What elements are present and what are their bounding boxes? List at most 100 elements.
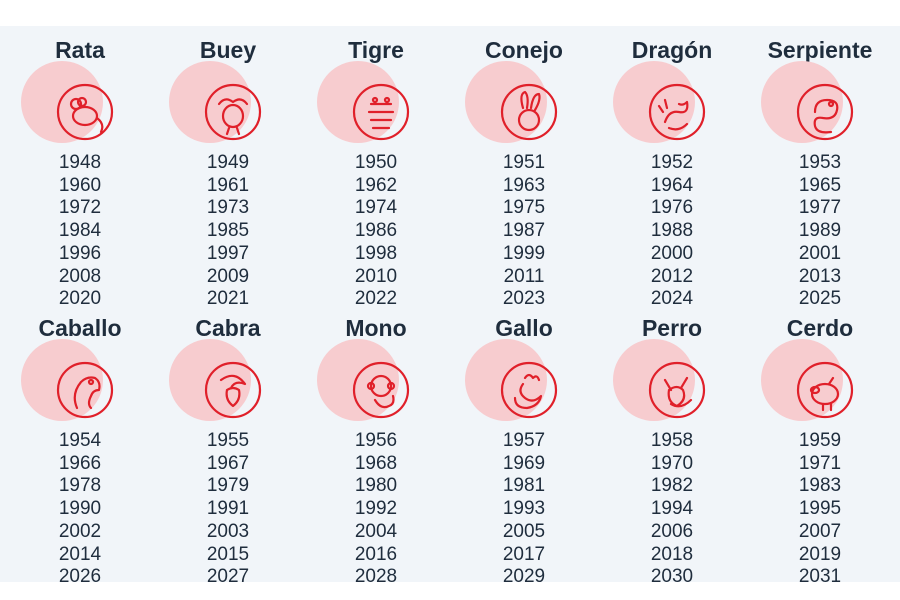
year-list: 1957 1969 1981 1993 2005 2017 2029 — [449, 430, 599, 589]
year-item: 1980 — [354, 475, 398, 497]
year-item: 1984 — [58, 220, 102, 242]
sign-name: Cerdo — [786, 315, 854, 341]
year-item: 1978 — [58, 475, 102, 497]
year-item: 1982 — [650, 475, 694, 497]
year-item: 2027 — [206, 566, 250, 588]
year-item: 1948 — [58, 152, 102, 173]
year-item: 1954 — [58, 430, 102, 451]
year-item: 2018 — [650, 543, 694, 565]
year-list: 1954 1966 1978 1990 2002 2014 2026 — [5, 430, 155, 589]
year-item: 2002 — [58, 520, 102, 542]
year-item: 1951 — [502, 152, 546, 173]
year-item: 1976 — [650, 197, 694, 219]
year-item: 2017 — [502, 543, 546, 565]
year-item: 1958 — [650, 430, 694, 451]
icon-background-circle — [613, 339, 695, 421]
zodiac-card: Mono 1956 1968 1980 1992 2004 2016 2028 — [301, 314, 451, 587]
year-item: 1949 — [206, 152, 250, 173]
year-item: 1990 — [58, 498, 102, 520]
sign-name: Conejo — [485, 37, 563, 63]
icon-background-circle — [465, 339, 547, 421]
year-item: 2028 — [354, 566, 398, 588]
year-list: 1959 1971 1983 1995 2007 2019 2031 — [745, 430, 895, 589]
year-list: 1955 1967 1979 1991 2003 2015 2027 — [153, 430, 303, 589]
year-item: 1998 — [354, 242, 398, 264]
year-item: 1985 — [206, 220, 250, 242]
ox-icon — [203, 82, 263, 142]
year-item: 1993 — [502, 498, 546, 520]
zodiac-card: Cabra 1955 1967 1979 1991 2003 2015 2027 — [153, 314, 303, 587]
year-item: 2009 — [206, 265, 250, 287]
year-item: 1973 — [206, 197, 250, 219]
monkey-icon — [351, 360, 411, 420]
zodiac-card: Tigre 1950 1962 1974 1986 1998 2010 2022 — [301, 36, 451, 309]
icon-background-circle — [761, 339, 843, 421]
icon-background-circle — [613, 61, 695, 143]
year-item: 1981 — [502, 475, 546, 497]
year-item: 1965 — [798, 174, 842, 196]
year-item: 2011 — [503, 265, 545, 287]
year-item: 1970 — [650, 452, 694, 474]
year-item: 1995 — [798, 498, 842, 520]
zodiac-panel — [0, 26, 900, 582]
sign-name: Caballo — [38, 315, 122, 341]
year-item: 1987 — [502, 220, 546, 242]
year-item: 2020 — [58, 288, 102, 310]
year-list: 1956 1968 1980 1992 2004 2016 2028 — [301, 430, 451, 589]
year-item: 1996 — [58, 242, 102, 264]
year-item: 1969 — [502, 452, 546, 474]
zodiac-card: Buey 1949 1961 1973 1985 1997 2009 2021 — [153, 36, 303, 309]
year-item: 1953 — [798, 152, 842, 173]
year-item: 1962 — [354, 174, 398, 196]
sign-name: Serpiente — [767, 37, 873, 63]
year-item: 1991 — [206, 498, 250, 520]
year-item: 2003 — [206, 520, 250, 542]
sign-name: Mono — [345, 315, 407, 341]
zodiac-card: Conejo 1951 1963 1975 1987 1999 2011 2023 — [449, 36, 599, 309]
year-list: 1950 1962 1974 1986 1998 2010 2022 — [301, 152, 451, 311]
year-item: 2008 — [58, 265, 102, 287]
year-item: 1997 — [206, 242, 250, 264]
dragon-icon — [647, 82, 707, 142]
year-item: 2001 — [798, 242, 842, 264]
year-item: 2023 — [502, 288, 546, 310]
sign-name: Rata — [55, 37, 105, 63]
year-item: 1959 — [798, 430, 842, 451]
year-item: 2004 — [354, 520, 398, 542]
year-item: 1989 — [798, 220, 842, 242]
year-item: 2024 — [650, 288, 694, 310]
year-item: 2016 — [354, 543, 398, 565]
year-item: 2013 — [798, 265, 842, 287]
year-item: 1950 — [354, 152, 398, 173]
year-item: 2007 — [798, 520, 842, 542]
year-item: 1963 — [502, 174, 546, 196]
year-list: 1948 1960 1972 1984 1996 2008 2020 — [5, 152, 155, 311]
year-item: 1960 — [58, 174, 102, 196]
year-item: 2029 — [502, 566, 546, 588]
sign-name: Gallo — [495, 315, 553, 341]
year-item: 1952 — [650, 152, 694, 173]
year-item: 1972 — [58, 197, 102, 219]
zodiac-card: Caballo 1954 1966 1978 1990 2002 2014 2026 — [5, 314, 155, 587]
year-list: 1958 1970 1982 1994 2006 2018 2030 — [597, 430, 747, 589]
rabbit-icon — [499, 82, 559, 142]
horse-icon — [55, 360, 115, 420]
year-item: 1994 — [650, 498, 694, 520]
zodiac-card: Rata 1948 1960 1972 1984 1996 2008 2020 — [5, 36, 155, 309]
sign-name: Tigre — [348, 37, 404, 63]
goat-icon — [203, 360, 263, 420]
year-list: 1953 1965 1977 1989 2001 2013 2025 — [745, 152, 895, 311]
year-item: 1992 — [354, 498, 398, 520]
rooster-icon — [499, 360, 559, 420]
year-item: 1986 — [354, 220, 398, 242]
year-item: 2012 — [650, 265, 694, 287]
pig-icon — [795, 360, 855, 420]
year-item: 1964 — [650, 174, 694, 196]
sign-name: Cabra — [195, 315, 261, 341]
year-item: 1956 — [354, 430, 398, 451]
year-item: 2022 — [354, 288, 398, 310]
year-item: 1966 — [58, 452, 102, 474]
zodiac-card: Gallo 1957 1969 1981 1993 2005 2017 2029 — [449, 314, 599, 587]
year-item: 2031 — [798, 566, 842, 588]
year-item: 1988 — [650, 220, 694, 242]
